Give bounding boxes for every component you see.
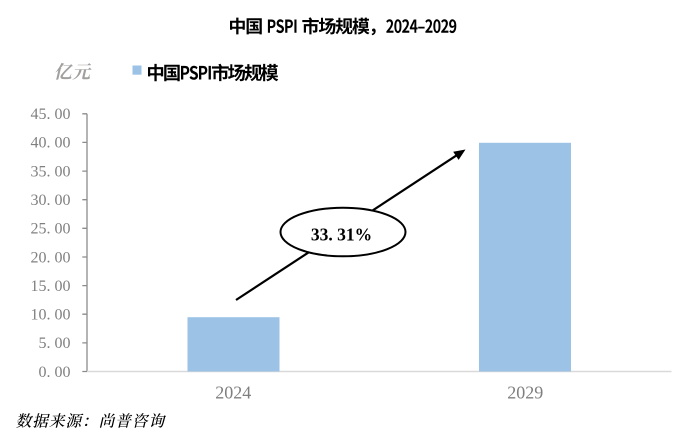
- svg-text:10. 00: 10. 00: [31, 307, 71, 324]
- svg-text:0. 00: 0. 00: [39, 364, 71, 381]
- svg-text:5. 00: 5. 00: [39, 335, 71, 352]
- svg-text:25. 00: 25. 00: [31, 221, 71, 238]
- svg-text:20. 00: 20. 00: [31, 249, 71, 266]
- svg-text:40. 00: 40. 00: [31, 135, 71, 152]
- svg-text:2024: 2024: [215, 383, 251, 403]
- svg-text:45. 00: 45. 00: [31, 106, 71, 123]
- svg-text:30. 00: 30. 00: [31, 192, 71, 209]
- svg-text:2029: 2029: [507, 383, 543, 403]
- svg-text:35. 00: 35. 00: [31, 163, 71, 180]
- svg-text:15. 00: 15. 00: [31, 278, 71, 295]
- svg-text:33. 31%: 33. 31%: [311, 224, 372, 244]
